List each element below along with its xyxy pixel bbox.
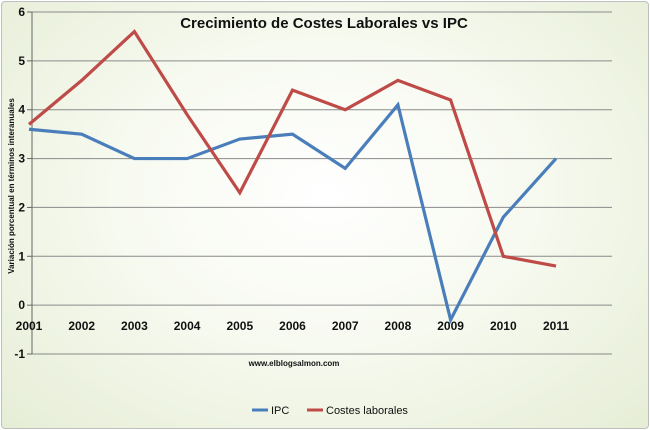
x-tick-label: 2003 bbox=[121, 319, 148, 333]
legend-label: Costes laborales bbox=[326, 405, 408, 417]
y-tick-label: 4 bbox=[18, 103, 25, 117]
x-tick-label: 2008 bbox=[385, 319, 412, 333]
series-line-costes-laborales bbox=[27, 29, 557, 268]
x-tick-label: 2011 bbox=[543, 319, 569, 333]
series-line-ipc bbox=[28, 101, 558, 325]
y-axis-label: Variación porcentual en términos interan… bbox=[7, 98, 16, 274]
x-tick-label: 2005 bbox=[226, 319, 253, 333]
x-tick-labels: 2001 2002 2003 2004 2005 2006 2007 2008 2009 2010… bbox=[16, 319, 570, 333]
source-text: www.elblogsalmon.com bbox=[248, 359, 340, 368]
x-tick-label: 2007 bbox=[332, 319, 359, 333]
y-tick-label: 2 bbox=[18, 200, 25, 214]
y-tick-label: -1 bbox=[14, 347, 25, 361]
y-tick-label: 1 bbox=[18, 249, 25, 263]
x-tick-label: 2001 bbox=[16, 319, 43, 333]
y-tick-label: 5 bbox=[18, 54, 25, 68]
gridlines bbox=[27, 11, 612, 355]
y-tick-label: 6 bbox=[18, 5, 25, 19]
x-tick-label: 2009 bbox=[437, 319, 464, 333]
chart-title: Crecimiento de Costes Laborales vs IPC bbox=[180, 15, 468, 32]
x-tick-label: 2010 bbox=[490, 319, 517, 333]
y-tick-labels: -1 0 1 2 3 4 5 6 bbox=[14, 5, 25, 361]
series-lines bbox=[27, 29, 558, 325]
legend: IPC Costes laborales bbox=[252, 405, 408, 417]
legend-label: IPC bbox=[271, 405, 289, 417]
y-tick-label: 0 bbox=[18, 298, 25, 312]
x-tick-label: 2002 bbox=[68, 319, 95, 333]
x-tick-label: 2006 bbox=[279, 319, 306, 333]
x-tick-label: 2004 bbox=[174, 319, 201, 333]
y-tick-label: 3 bbox=[18, 152, 25, 166]
